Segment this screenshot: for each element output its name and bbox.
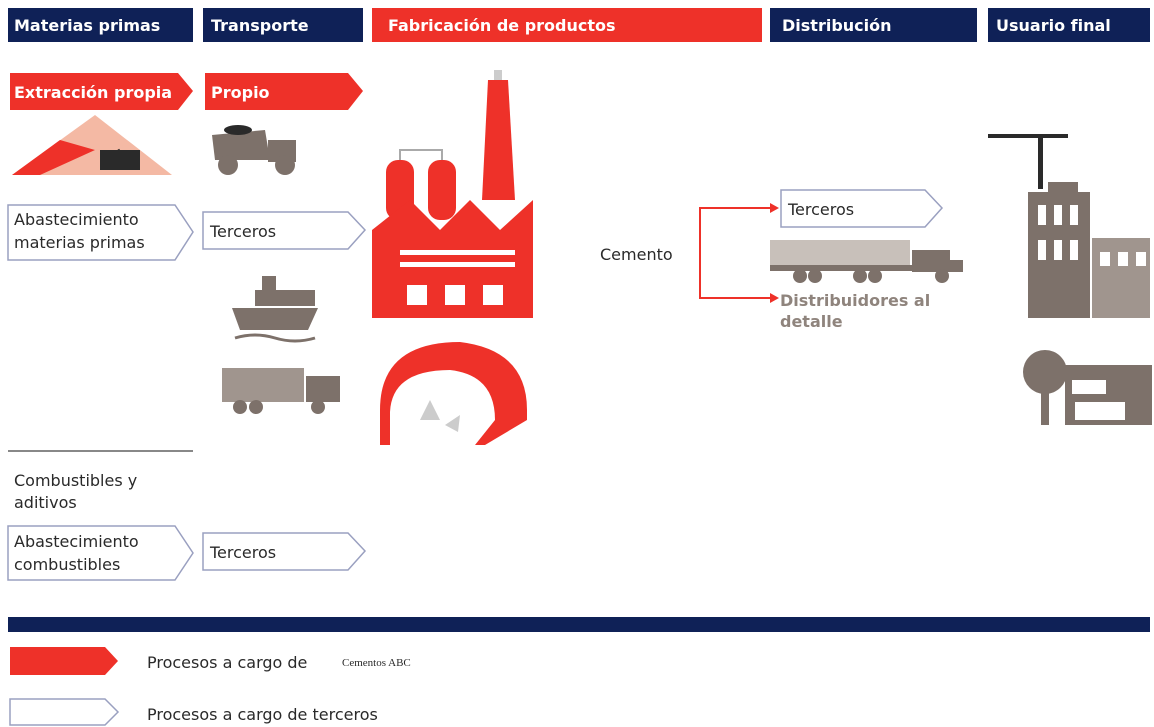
ship-icon (232, 276, 318, 341)
arrowhead (770, 293, 779, 303)
column-header: Fabricación de productos (388, 16, 616, 35)
legend-label: Procesos a cargo de terceros (147, 705, 378, 724)
column-header: Materias primas (14, 16, 160, 35)
process-label: Terceros (787, 200, 854, 219)
recycling-kiln-icon (380, 342, 527, 445)
process-label: Propio (211, 83, 270, 102)
legend-swatch (10, 647, 118, 675)
cement-truck-icon (770, 240, 963, 283)
process-label: Distribuidores al (780, 291, 930, 310)
construction-icon (988, 134, 1150, 318)
arrowhead (770, 203, 779, 213)
truck-icon (222, 368, 340, 414)
column-header: Distribución (782, 16, 892, 35)
legend-label: Procesos a cargo de (147, 653, 307, 672)
column-header: Usuario final (996, 16, 1111, 35)
section-label: aditivos (14, 493, 77, 512)
section-label: Combustibles y (14, 471, 137, 490)
process-label: Extracción propia (14, 83, 172, 102)
product-label: Cemento (600, 245, 673, 264)
process-label: combustibles (14, 555, 120, 574)
diagram: Materias primas Transporte Fabricación d… (0, 0, 1154, 727)
process-label: Abastecimiento (14, 532, 139, 551)
factory-icon (372, 70, 533, 318)
process-label: detalle (780, 312, 843, 331)
footer-bar (8, 617, 1150, 632)
house-icon (1023, 350, 1152, 425)
legend-swatch (10, 699, 118, 725)
quarry-icon (12, 115, 172, 175)
column-header: Transporte (211, 16, 309, 35)
process-label: materias primas (14, 233, 145, 252)
dump-truck-icon (212, 125, 296, 175)
process-label: Abastecimiento (14, 210, 139, 229)
process-label: Terceros (209, 543, 276, 562)
legend-label: Cementos ABC (342, 657, 411, 669)
distribution-connector (700, 208, 770, 298)
page: Materias primas Transporte Fabricación d… (0, 0, 1154, 727)
process-label: Terceros (209, 222, 276, 241)
